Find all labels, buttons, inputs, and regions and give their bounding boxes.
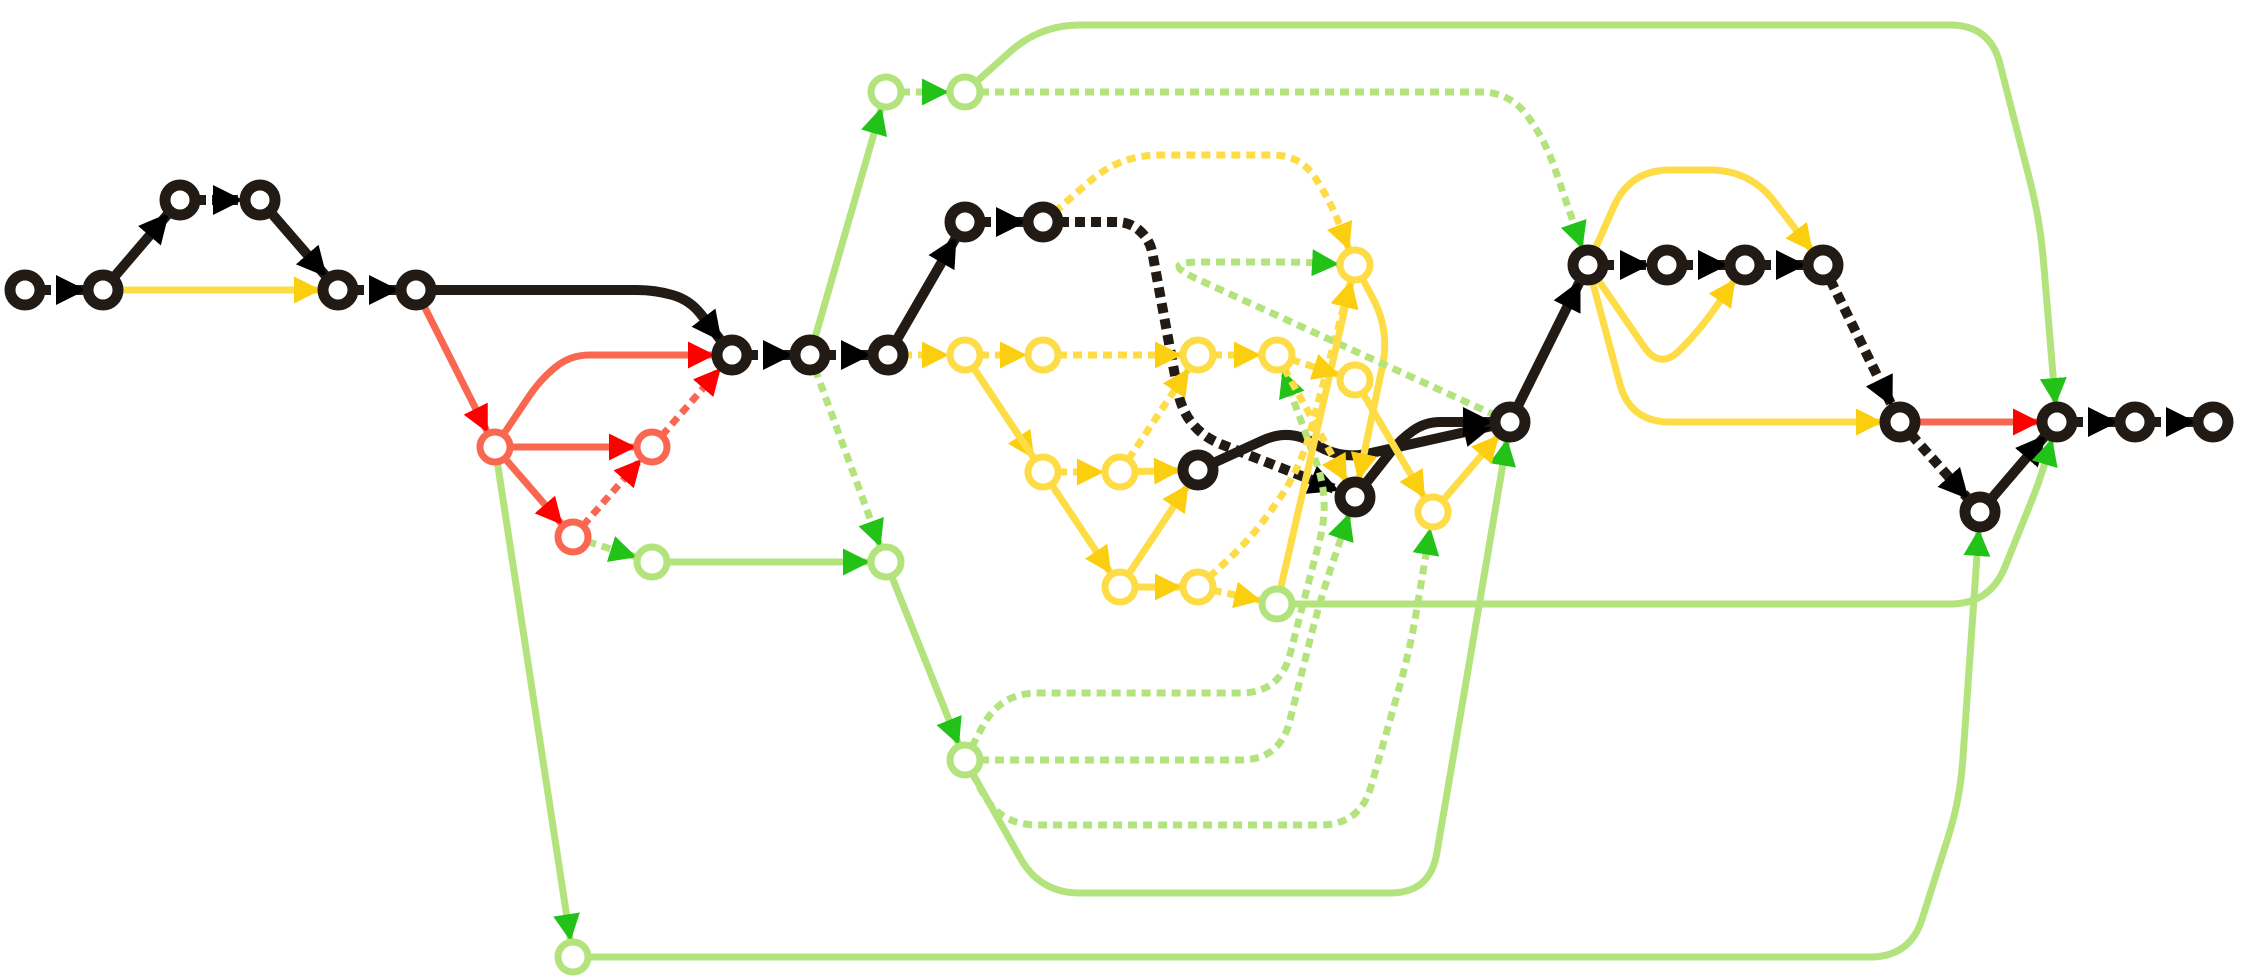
node-black-b8 xyxy=(789,334,831,376)
node-black-b16 xyxy=(1646,244,1688,286)
edge-yellow-y4-to-y10 xyxy=(1275,351,1341,380)
edge-red-r1-to-b7 xyxy=(492,341,715,449)
edge-yellow-b15-to-b18 xyxy=(1584,166,1816,267)
node-black-b13 xyxy=(1334,476,1376,518)
node-yellow-y6 xyxy=(1101,453,1139,491)
node-yellow-y1 xyxy=(946,336,984,374)
edge-green-g7-to-b21 xyxy=(1277,437,2058,608)
node-black-b6 xyxy=(395,269,437,311)
node-black-b19 xyxy=(1879,401,1921,443)
edge-green-g5-to-y11 xyxy=(961,527,1440,829)
node-green-g5 xyxy=(946,741,984,779)
node-green-g3 xyxy=(633,543,671,581)
node-black-b9 xyxy=(867,334,909,376)
node-green-g2 xyxy=(946,73,984,111)
node-black-b23 xyxy=(2192,401,2234,443)
node-yellow-y2 xyxy=(1024,336,1062,374)
edge-green-g2-to-b21 xyxy=(962,21,2067,406)
edge-yellow-y10-to-y11 xyxy=(1351,378,1428,501)
edge-green-g5-to-b13 xyxy=(965,511,1354,764)
edge-black-b11-to-b13 xyxy=(1043,217,1342,496)
edge-black-b9-to-b10 xyxy=(883,234,961,358)
node-black-b4 xyxy=(239,179,281,221)
node-yellow-y5 xyxy=(1024,453,1062,491)
edge-yellow-y4-to-b13 xyxy=(1273,353,1350,484)
edge-green-g4-to-g5 xyxy=(882,560,963,747)
node-green-g4 xyxy=(867,543,905,581)
node-layer xyxy=(4,73,2234,976)
edge-green-g6-to-b20 xyxy=(573,528,1991,961)
edge-green-g5-to-y4 xyxy=(961,368,1328,762)
edge-yellow-y7-to-b12 xyxy=(1117,482,1192,589)
edge-green-b8-to-g4 xyxy=(806,353,884,549)
node-red-r1 xyxy=(476,428,514,466)
edge-yellow-g7-to-y9 xyxy=(1273,279,1359,605)
node-yellow-y10 xyxy=(1336,361,1374,399)
node-black-b5 xyxy=(317,269,359,311)
node-black-b12 xyxy=(1177,449,1219,491)
edge-green-r1-to-g6 xyxy=(491,446,580,942)
edge-layer xyxy=(25,21,2196,961)
node-black-b17 xyxy=(1724,244,1766,286)
node-green-g6 xyxy=(554,938,592,976)
node-black-b20 xyxy=(1959,491,2001,533)
edge-yellow-b11-to-y9 xyxy=(1040,151,1353,252)
edge-green-g5-to-b14 xyxy=(961,438,1516,897)
edge-black-b12-to-b14 xyxy=(1195,417,1495,475)
node-yellow-y3 xyxy=(1179,336,1217,374)
node-black-b11 xyxy=(1022,201,1064,243)
node-black-b22 xyxy=(2114,401,2156,443)
edge-black-b14-to-b15 xyxy=(1505,278,1585,425)
node-black-b21 xyxy=(2036,401,2078,443)
node-black-b10 xyxy=(944,201,986,243)
node-black-b7 xyxy=(711,334,753,376)
node-yellow-y8 xyxy=(1179,568,1217,606)
node-black-b1 xyxy=(4,269,46,311)
node-green-g7 xyxy=(1258,585,1296,623)
edge-yellow-y8-to-y9 xyxy=(1195,279,1357,590)
edge-black-b18-to-b19 xyxy=(1818,262,1897,409)
edge-yellow-y8-to-g7 xyxy=(1197,581,1263,609)
node-green-g1 xyxy=(867,73,905,111)
edge-green-g2-to-b15 xyxy=(965,88,1587,251)
edge-red-b6-to-r1 xyxy=(412,288,491,435)
node-black-b2 xyxy=(82,269,124,311)
edge-green-b8-to-g1 xyxy=(806,106,888,356)
edge-green-b14-to-y9 xyxy=(1175,249,1512,426)
node-yellow-y7 xyxy=(1101,568,1139,606)
node-black-b3 xyxy=(159,179,201,221)
node-yellow-y9 xyxy=(1336,246,1374,284)
node-red-r3 xyxy=(554,518,592,556)
edge-yellow-b15-to-b19 xyxy=(1584,264,1883,436)
node-black-b14 xyxy=(1489,401,1531,443)
node-yellow-y11 xyxy=(1414,493,1452,531)
edge-yellow-y6-to-y3 xyxy=(1117,366,1193,474)
edge-black-b6-to-b7 xyxy=(416,285,726,345)
node-black-b15 xyxy=(1567,244,1609,286)
edge-yellow-b15-to-b17 xyxy=(1585,263,1739,363)
edge-green-r3-to-g3 xyxy=(571,533,638,562)
node-red-r2 xyxy=(633,428,671,466)
node-black-b18 xyxy=(1802,244,1844,286)
node-yellow-y4 xyxy=(1258,336,1296,374)
